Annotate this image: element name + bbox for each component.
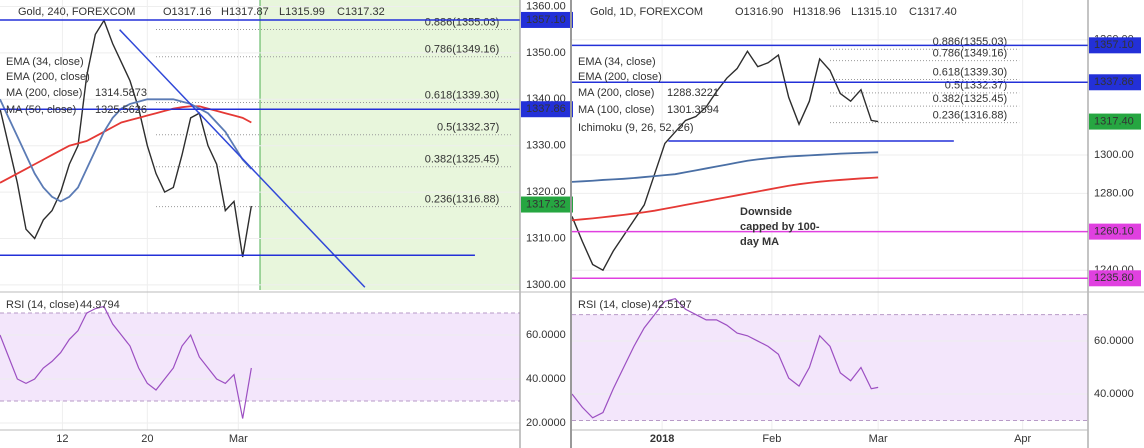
y-tick-label: 60.0000: [1094, 335, 1134, 347]
y-tick-label: 1300.00: [526, 279, 566, 291]
y-tick-label: 1300.00: [1094, 149, 1134, 161]
price-marker: [1089, 113, 1141, 130]
price-line: [571, 49, 879, 272]
fib-label: 0.5(1332.37): [945, 80, 1007, 92]
price-marker: [521, 11, 573, 28]
price-marker: [521, 196, 573, 213]
fib-label: 0.886(1355.03): [933, 36, 1008, 48]
x-tick-label: 2018: [650, 433, 674, 445]
price-marker-label: 1260.10: [1094, 226, 1134, 238]
fib-label: 0.886(1355.03): [425, 16, 500, 28]
faded-legend: EMA (200, close): [578, 71, 662, 83]
y-tick-label: 40.0000: [1094, 388, 1134, 400]
drawn-line: [119, 29, 366, 288]
annotation: day MA: [740, 236, 779, 248]
price-marker: [1089, 37, 1141, 54]
ma-line: [571, 151, 879, 183]
legend-name: MA (200, close): [578, 87, 654, 99]
rsi-line: [571, 298, 879, 419]
fib-label: 0.618(1339.30): [425, 89, 500, 101]
rsi-legend: RSI (14, close): [578, 299, 651, 311]
x-tick-label: 12: [56, 433, 68, 445]
price-marker-label: 1317.32: [526, 198, 566, 210]
symbol-title: Gold, 240, FOREXCOM: [18, 6, 135, 18]
x-tick-label: Mar: [869, 433, 888, 445]
y-tick-label: 20.0000: [526, 417, 566, 429]
fib-label: 0.382(1325.45): [425, 154, 500, 166]
legend-value: 1325.5626: [95, 104, 147, 116]
rsi-value: 42.5197: [652, 299, 692, 311]
y-tick-label: 1320.00: [526, 186, 566, 198]
legend-name: MA (50, close): [6, 104, 76, 116]
legend-value: 1301.3594: [667, 104, 719, 116]
price-line: [0, 18, 253, 258]
x-tick-label: Apr: [1014, 433, 1031, 445]
legend-name: MA (200, close): [6, 87, 82, 99]
ohlc-value: O1316.90: [735, 6, 783, 18]
legend-value: 1288.3221: [667, 87, 719, 99]
faded-legend: EMA (34, close): [6, 56, 84, 68]
price-marker: [521, 101, 573, 118]
ma-line: [571, 176, 879, 222]
faded-legend: EMA (200, close): [6, 71, 90, 83]
fib-label: 0.618(1339.30): [933, 66, 1008, 78]
fib-label: 0.786(1349.16): [425, 44, 500, 56]
x-tick-label: 20: [141, 433, 153, 445]
ohlc-value: O1317.16: [163, 6, 211, 18]
ohlc-value: C1317.32: [337, 6, 385, 18]
legend-value: 1314.5873: [95, 87, 147, 99]
y-tick-label: 60.0000: [526, 329, 566, 341]
rsi-value: 44.9794: [80, 299, 120, 311]
price-marker-label: 1357.10: [1094, 39, 1134, 51]
y-tick-label: 1310.00: [526, 232, 566, 244]
fib-label: 0.236(1316.88): [933, 109, 1008, 121]
annotation: capped by 100-: [740, 221, 820, 233]
price-marker-label: 1357.10: [526, 14, 566, 26]
fib-label: 0.5(1332.37): [437, 122, 499, 134]
y-tick-label: 1330.00: [526, 140, 566, 152]
faded-legend: EMA (34, close): [578, 56, 656, 68]
faded-legend: Ichimoku (9, 26, 52, 26): [578, 122, 694, 134]
ohlc-value: C1317.40: [909, 6, 957, 18]
fib-label: 0.236(1316.88): [425, 193, 500, 205]
price-marker-label: 1337.86: [526, 103, 566, 115]
y-tick-label: 40.0000: [526, 373, 566, 385]
fib-label: 0.382(1325.45): [933, 93, 1008, 105]
x-tick-label: Feb: [762, 433, 781, 445]
x-tick-label: Mar: [229, 433, 248, 445]
rsi-line: [0, 305, 252, 419]
fib-label: 0.786(1349.16): [933, 47, 1008, 59]
price-marker: [1089, 270, 1141, 287]
ma-line: [0, 105, 252, 184]
legend-name: MA (100, close): [578, 104, 654, 116]
ma-line: [0, 98, 252, 203]
price-marker-label: 1337.86: [1094, 76, 1134, 88]
ohlc-value: L1315.10: [851, 6, 897, 18]
price-marker-label: 1235.80: [1094, 272, 1134, 284]
rsi-band: [0, 313, 520, 401]
annotation: Downside: [740, 206, 792, 218]
symbol-title: Gold, 1D, FOREXCOM: [590, 6, 703, 18]
price-marker: [1089, 74, 1141, 91]
price-marker: [1089, 223, 1141, 240]
rsi-band: [572, 314, 1088, 421]
rsi-legend: RSI (14, close): [6, 299, 79, 311]
y-tick-label: 1280.00: [1094, 187, 1134, 199]
price-marker-label: 1317.40: [1094, 115, 1134, 127]
ohlc-value: L1315.99: [279, 6, 325, 18]
projection-zone: [260, 0, 520, 290]
ohlc-value: H1318.96: [793, 6, 841, 18]
y-tick-label: 1360.00: [526, 0, 566, 12]
ohlc-value: H1317.87: [221, 6, 269, 18]
y-tick-label: 1350.00: [526, 47, 566, 59]
